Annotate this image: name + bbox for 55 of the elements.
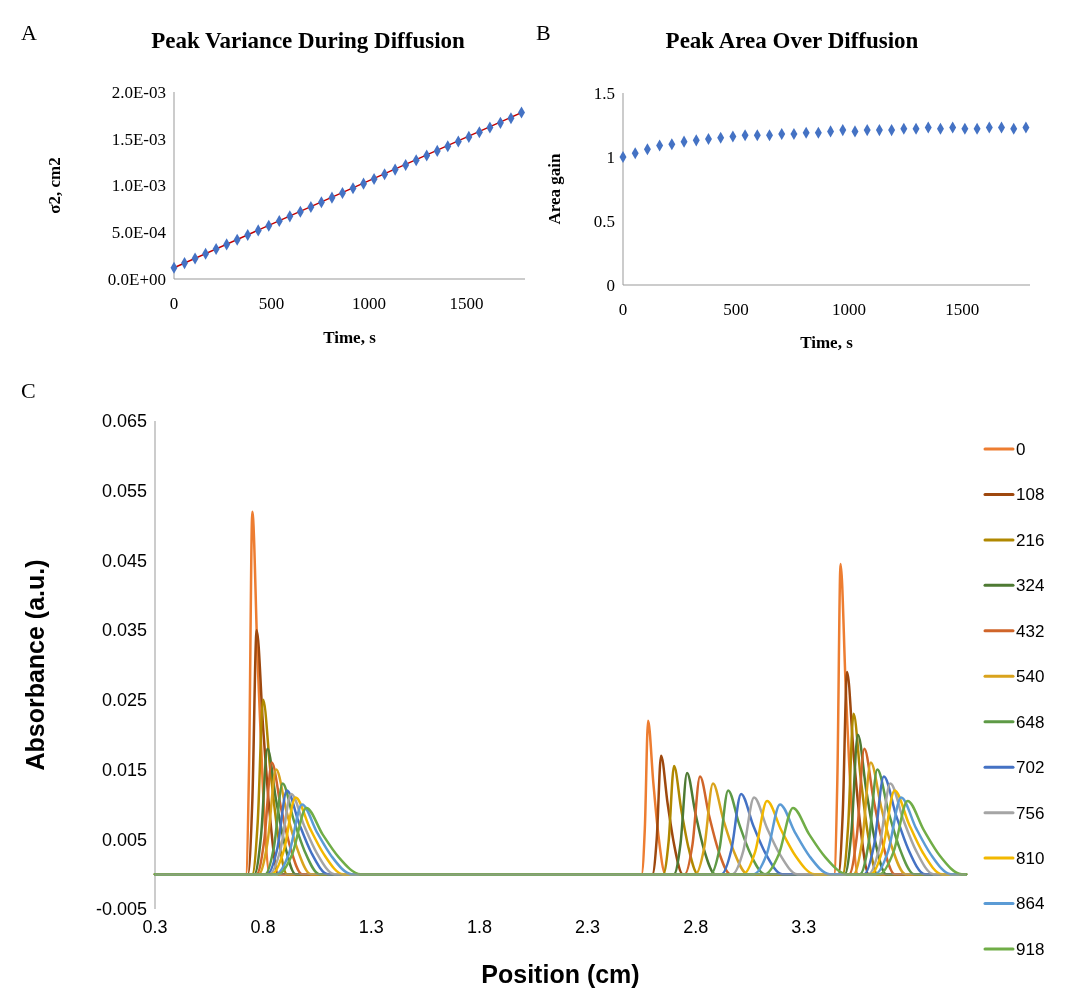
- y-tick-label: 0.035: [101, 620, 147, 641]
- y-tick-label: 0.5: [593, 211, 615, 231]
- x-tick-label: 1000: [832, 300, 867, 319]
- x-tick-label: 2.3: [575, 917, 601, 937]
- x-tick-label: 3.3: [791, 917, 817, 937]
- y-tick-label: 1.5E-03: [111, 129, 166, 149]
- legend-label: 810: [1016, 849, 1045, 869]
- x-tick-label: 1500: [945, 300, 980, 319]
- y-tick-label: 1.5: [593, 83, 615, 103]
- x-tick-label: 1500: [449, 294, 484, 313]
- x-axis-title: Time, s: [800, 333, 854, 352]
- legend-label: 756: [1016, 803, 1045, 823]
- y-tick-label: 0.055: [101, 481, 147, 502]
- y-tick-label: -0.005: [95, 899, 147, 920]
- y-tick-label: 0.045: [101, 550, 147, 571]
- x-tick-label: 1.3: [358, 917, 384, 937]
- legend-label: 648: [1016, 712, 1045, 732]
- x-tick-label: 1000: [352, 294, 386, 313]
- legend-label: 216: [1016, 530, 1045, 550]
- y-axis-title: Absorbance (a.u.): [21, 559, 49, 771]
- legend-label: 324: [1016, 576, 1045, 596]
- y-axis-title: Area gain: [545, 152, 564, 225]
- x-axis-title: Time, s: [323, 328, 377, 347]
- chart-title: Peak Variance During Diffusion: [151, 28, 466, 53]
- legend-label: 918: [1016, 939, 1045, 959]
- text: B: [536, 20, 551, 45]
- x-tick-label: 0.8: [250, 917, 276, 937]
- legend-label: 432: [1016, 621, 1045, 641]
- y-tick-label: 0.015: [101, 759, 147, 780]
- x-axis-title: Position (cm): [481, 960, 640, 988]
- y-axis-title: σ2, cm2: [45, 157, 64, 214]
- x-tick-label: 2.8: [683, 917, 709, 937]
- legend-label: 864: [1016, 894, 1045, 914]
- y-tick-label: 0.065: [101, 411, 147, 432]
- y-tick-label: 1.0E-03: [111, 176, 166, 196]
- chart-title: Peak Area Over Diffusion: [665, 28, 919, 53]
- legend-label: 108: [1016, 485, 1045, 505]
- legend-label: 702: [1016, 758, 1045, 778]
- y-tick-label: 1: [606, 147, 615, 167]
- y-tick-label: 2.0E-03: [111, 82, 166, 102]
- y-tick-label: 0: [606, 275, 615, 295]
- text: C: [21, 378, 36, 403]
- y-tick-label: 0.025: [101, 690, 147, 711]
- legend-label: 540: [1016, 667, 1045, 687]
- x-tick-label: 0: [169, 294, 179, 313]
- x-tick-label: 0: [618, 300, 628, 319]
- y-tick-label: 5.0E-04: [111, 223, 167, 243]
- text: A: [21, 20, 37, 45]
- legend-label: 0: [1016, 439, 1026, 459]
- x-tick-label: 500: [258, 294, 285, 313]
- x-tick-label: 500: [723, 300, 749, 319]
- x-tick-label: 1.8: [466, 917, 492, 937]
- y-tick-label: 0.005: [101, 829, 147, 850]
- x-tick-label: 0.3: [142, 917, 168, 937]
- y-tick-label: 0.0E+00: [107, 269, 166, 289]
